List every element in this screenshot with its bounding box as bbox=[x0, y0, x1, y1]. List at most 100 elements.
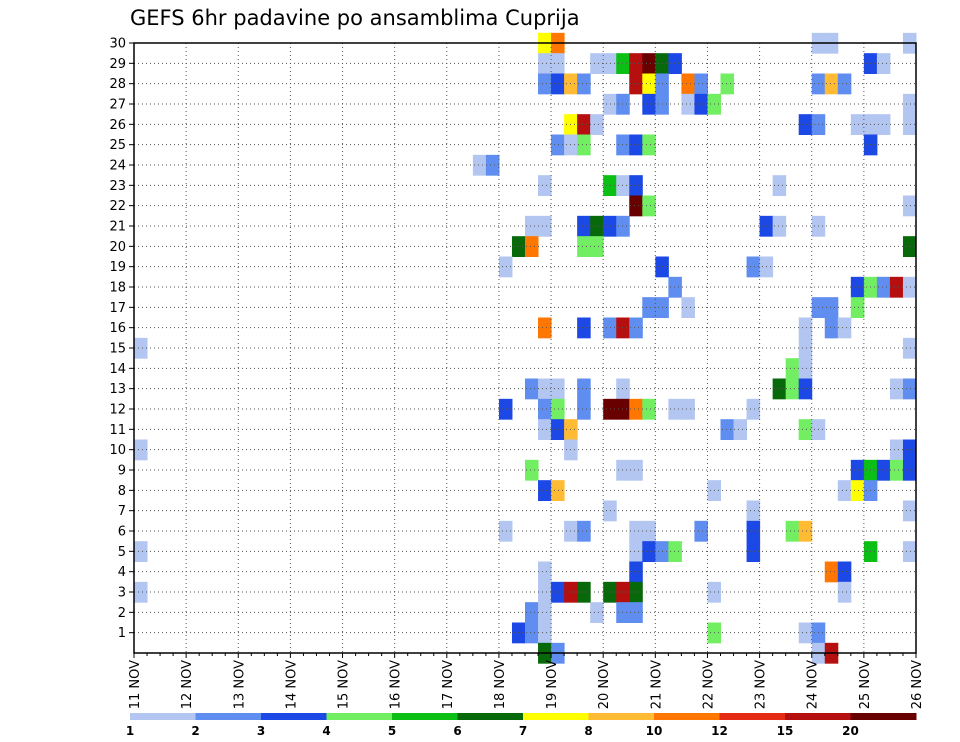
heatmap-cell bbox=[498, 520, 513, 542]
x-tick-label: 11 NOV bbox=[128, 660, 143, 709]
heatmap-cell bbox=[902, 439, 917, 461]
heatmap-cell bbox=[472, 154, 487, 176]
heatmap-cell bbox=[733, 419, 748, 440]
heatmap-cell bbox=[629, 520, 643, 542]
heatmap-cell bbox=[798, 378, 813, 400]
x-tick-label: 25 NOV bbox=[858, 660, 873, 709]
heatmap-cell bbox=[694, 73, 708, 95]
heatmap-cell bbox=[798, 358, 813, 379]
heatmap-cell bbox=[538, 73, 552, 95]
heatmap-cell bbox=[837, 561, 852, 583]
x-tick-label: 18 NOV bbox=[493, 660, 508, 709]
y-tick-label: 21 bbox=[109, 220, 126, 235]
heatmap-cell bbox=[577, 134, 591, 156]
heatmap-cell bbox=[902, 276, 917, 298]
heatmap-cell bbox=[551, 480, 565, 501]
heatmap-cell bbox=[889, 439, 904, 461]
heatmap-cell bbox=[642, 297, 656, 318]
heatmap-cell bbox=[603, 53, 617, 74]
heatmap-cell bbox=[720, 73, 735, 95]
legend-swatch bbox=[588, 713, 655, 720]
y-tick-label: 10 bbox=[109, 443, 126, 458]
heatmap-cell bbox=[772, 378, 787, 400]
heatmap-cell bbox=[551, 398, 565, 420]
y-tick-label: 6 bbox=[118, 525, 126, 540]
heatmap-cell bbox=[577, 114, 591, 135]
legend-label: 20 bbox=[842, 724, 859, 738]
heatmap-cells bbox=[134, 32, 917, 664]
heatmap-cell bbox=[642, 398, 656, 420]
heatmap-cell bbox=[551, 581, 565, 603]
heatmap-cell bbox=[629, 175, 643, 196]
heatmap-cell bbox=[525, 459, 539, 481]
legend-swatch bbox=[457, 713, 524, 720]
heatmap-cell bbox=[590, 215, 604, 237]
heatmap-cell bbox=[603, 93, 617, 115]
heatmap-cell bbox=[889, 276, 904, 298]
heatmap-cell bbox=[746, 500, 761, 522]
x-tick-label: 15 NOV bbox=[337, 660, 352, 709]
legend-label: 10 bbox=[646, 724, 663, 738]
heatmap-cell bbox=[694, 93, 708, 115]
heatmap-cell bbox=[668, 541, 682, 562]
heatmap-cell bbox=[824, 317, 839, 339]
heatmap-cell bbox=[746, 256, 761, 278]
heatmap-cell bbox=[837, 480, 852, 501]
legend-swatch bbox=[719, 713, 786, 720]
heatmap-cell bbox=[681, 93, 695, 115]
heatmap-cell bbox=[629, 73, 643, 95]
heatmap-cell bbox=[538, 317, 552, 339]
heatmap-cell bbox=[668, 276, 682, 298]
y-axis: 1234567891011121314151617181920212223242… bbox=[109, 37, 134, 641]
y-tick-label: 13 bbox=[109, 382, 126, 397]
y-tick-label: 24 bbox=[109, 159, 126, 174]
heatmap-cell bbox=[525, 215, 539, 237]
legend-swatch bbox=[850, 713, 917, 720]
heatmap-cell bbox=[902, 541, 917, 562]
y-tick-label: 16 bbox=[109, 321, 126, 336]
heatmap-cell bbox=[850, 297, 865, 318]
legend-swatch bbox=[785, 713, 851, 720]
legend-swatch bbox=[195, 713, 262, 720]
heatmap-cell bbox=[525, 236, 539, 257]
heatmap-cell bbox=[577, 520, 591, 542]
heatmap-cell bbox=[577, 73, 591, 95]
heatmap-cell bbox=[902, 459, 917, 481]
heatmap-cell bbox=[525, 622, 539, 644]
heatmap-cell bbox=[798, 622, 813, 644]
x-tick-label: 16 NOV bbox=[389, 660, 404, 709]
y-tick-label: 9 bbox=[118, 464, 126, 479]
heatmap-cell bbox=[577, 236, 591, 257]
heatmap-cell bbox=[798, 114, 813, 135]
legend-label: 6 bbox=[453, 724, 461, 738]
chart-title: GEFS 6hr padavine po ansamblima Cuprija bbox=[130, 6, 580, 30]
heatmap-cell bbox=[785, 378, 800, 400]
legend-label: 2 bbox=[191, 724, 199, 738]
heatmap-cell bbox=[134, 581, 148, 603]
heatmap-cell bbox=[485, 154, 500, 176]
heatmap-cell bbox=[603, 175, 617, 196]
heatmap-cell bbox=[590, 236, 604, 257]
heatmap-cell bbox=[629, 53, 643, 74]
heatmap-cell bbox=[850, 459, 865, 481]
heatmap-cell bbox=[629, 195, 643, 217]
legend-swatch bbox=[523, 713, 589, 720]
heatmap-cell bbox=[577, 398, 591, 420]
y-tick-label: 3 bbox=[118, 586, 126, 601]
x-tick-label: 13 NOV bbox=[232, 660, 247, 709]
y-tick-label: 11 bbox=[109, 423, 126, 438]
heatmap-cell bbox=[551, 53, 565, 74]
legend-label: 7 bbox=[519, 724, 527, 738]
heatmap-cell bbox=[798, 520, 813, 542]
heatmap-cell bbox=[902, 114, 917, 135]
x-tick-label: 20 NOV bbox=[597, 660, 612, 709]
legend-label: 1 bbox=[126, 724, 134, 738]
heatmap-cell bbox=[772, 175, 787, 196]
y-tick-label: 25 bbox=[109, 138, 126, 153]
heatmap-cell bbox=[538, 581, 552, 603]
heatmap-cell bbox=[798, 419, 813, 440]
heatmap-cell bbox=[902, 337, 917, 359]
y-tick-label: 18 bbox=[109, 281, 126, 296]
heatmap-cell bbox=[538, 419, 552, 440]
